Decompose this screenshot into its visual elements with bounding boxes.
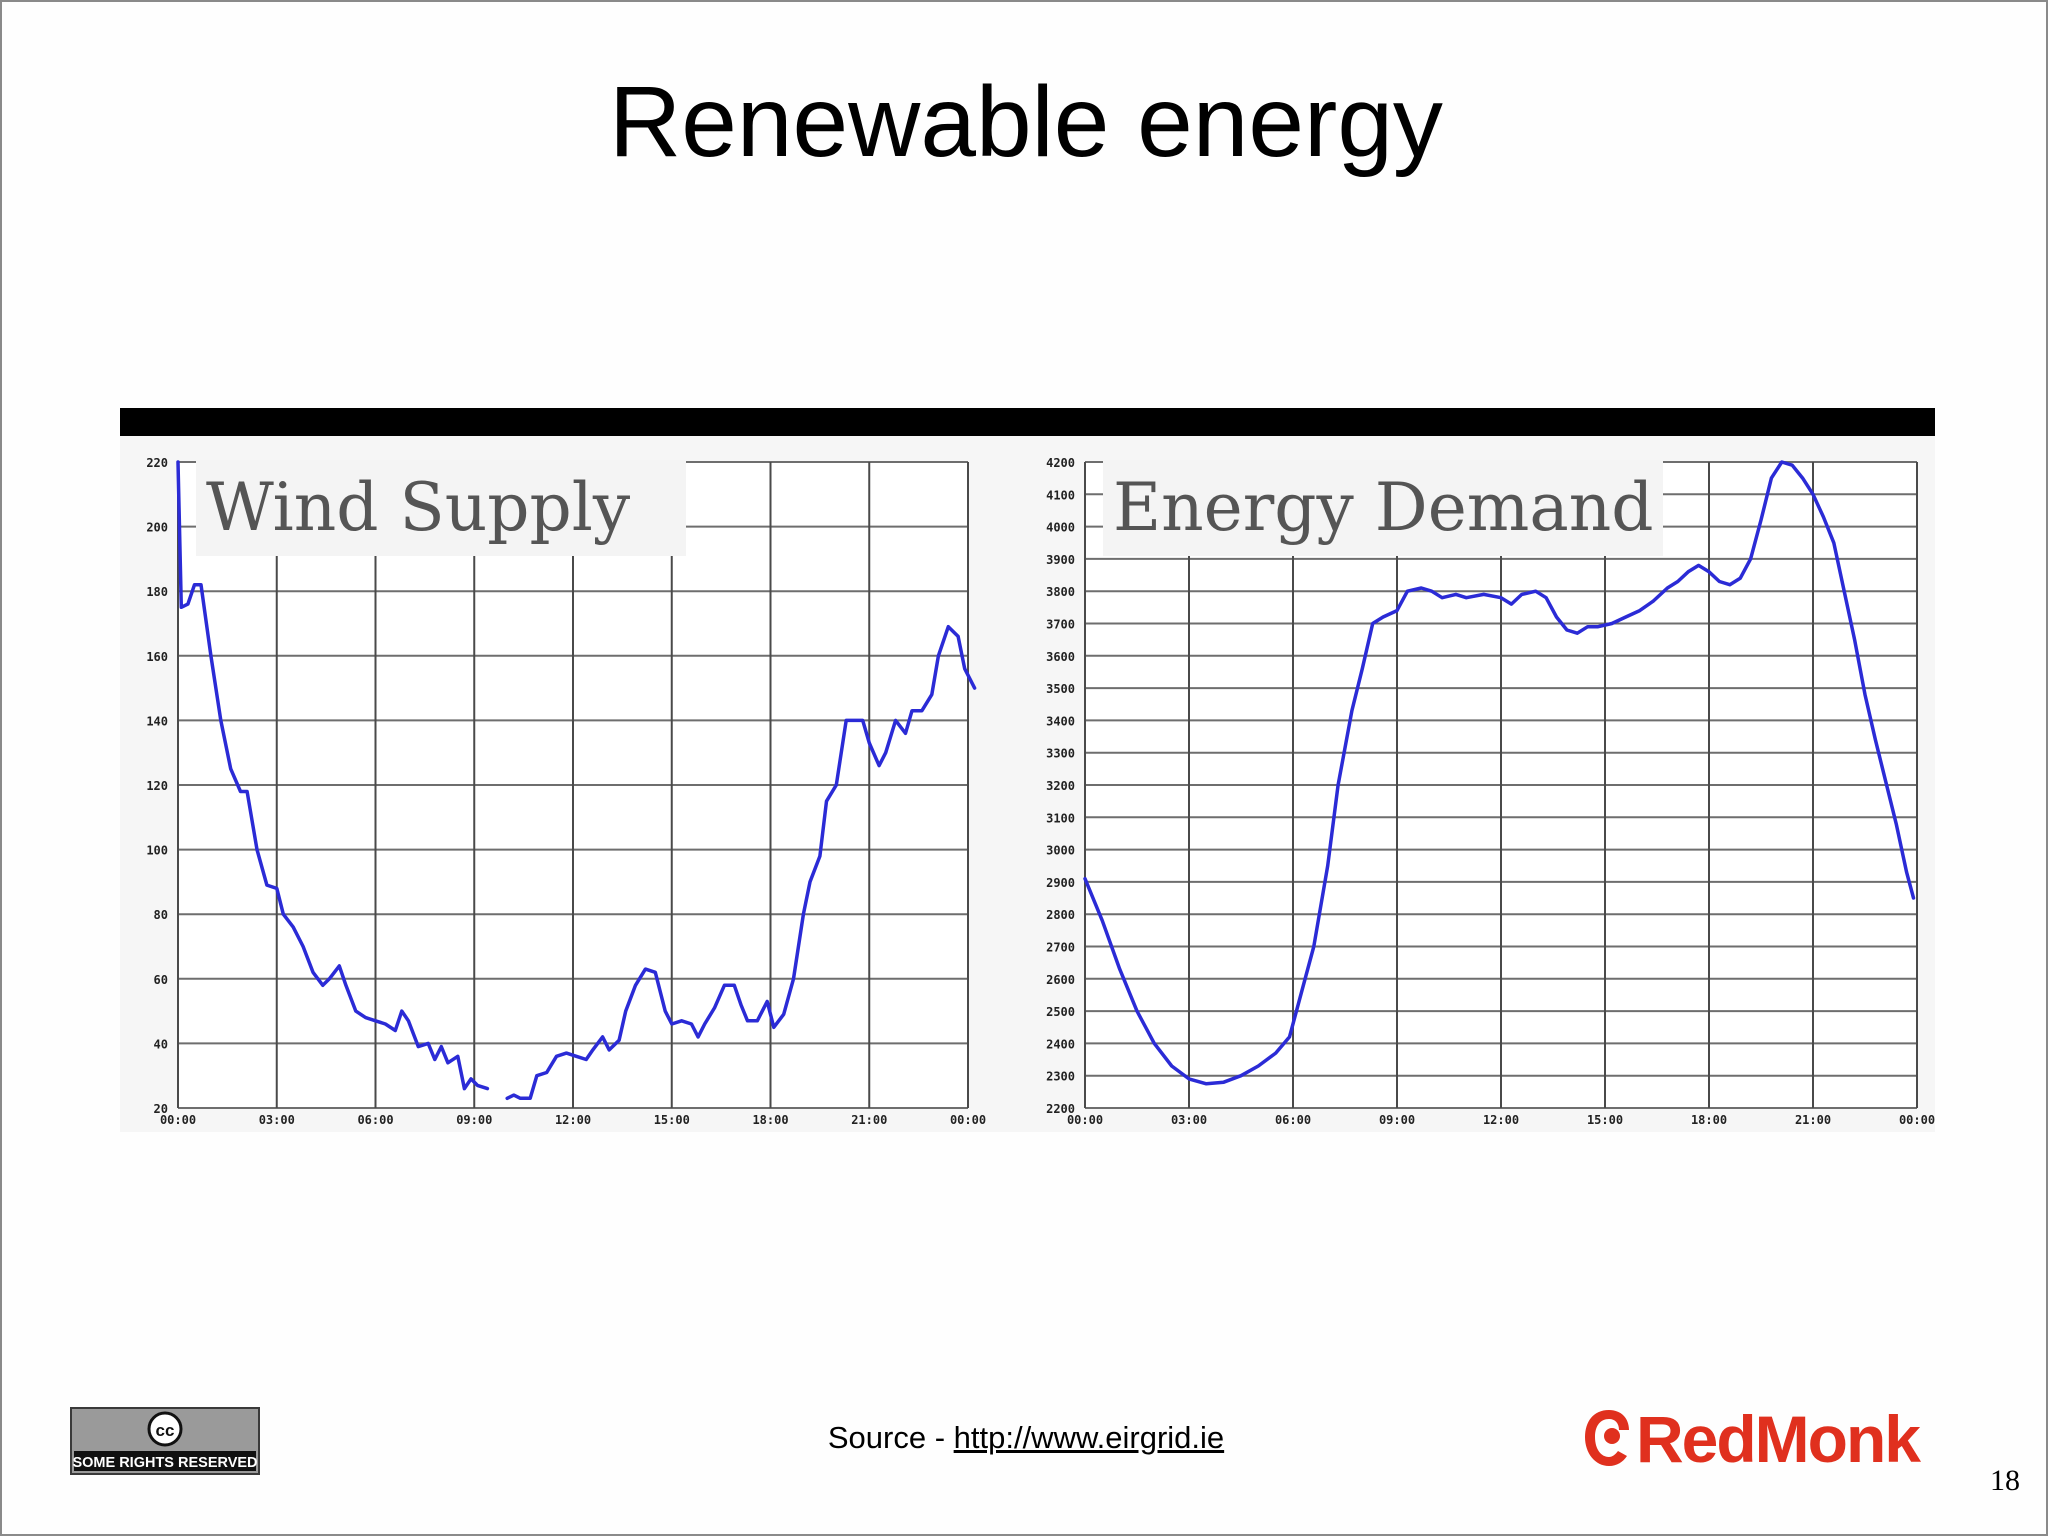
- chart2-y-tick-label: 2800: [1046, 908, 1075, 922]
- charts-image: 20 40 60 80 100 120 140 160 180 200 220 00:00 03:00 0…: [120, 408, 1935, 1132]
- chart1-x-tick-label: 00:00: [950, 1113, 986, 1127]
- chart2-y-tick-label: 4200: [1046, 456, 1075, 470]
- chart1-y-tick-label: 180: [146, 585, 168, 599]
- chart2-y-tick-label: 4100: [1046, 488, 1075, 502]
- chart2-y-tick-label: 4000: [1046, 521, 1075, 535]
- chart1-y-tick-label: 60: [154, 973, 168, 987]
- chart1-y-tick-label: 100: [146, 844, 168, 858]
- chart1-series-line: [176, 460, 490, 1091]
- chart2-y-tick-label: 3800: [1046, 585, 1075, 599]
- charts-panel: 20 40 60 80 100 120 140 160 180 200 220 00:00 03:00 0…: [120, 408, 1935, 1132]
- redmonk-wordmark: RedMonk: [1636, 1402, 1921, 1476]
- license-text: SOME RIGHTS RESERVED: [72, 1455, 257, 1471]
- chart1-x-tick-label: 06:00: [357, 1113, 393, 1127]
- chart2-y-tick-label: 2700: [1046, 941, 1075, 955]
- source-label: Source -: [827, 1420, 954, 1455]
- chart2-y-tick-label: 3600: [1046, 650, 1075, 664]
- chart2-series-line: [1083, 460, 1916, 1086]
- chart2-x-tick-label: 09:00: [1379, 1113, 1415, 1127]
- svg-text:cc: cc: [156, 1421, 175, 1440]
- image-header-bar: [120, 408, 1935, 436]
- chart2-y-tick-label: 2200: [1046, 1102, 1075, 1116]
- chart1-y-tick-label: 80: [154, 908, 168, 922]
- slide-title: Renewable energy: [609, 66, 1443, 178]
- chart1-y-tick-label: 220: [146, 456, 168, 470]
- chart1-x-tick-label: 09:00: [456, 1113, 492, 1127]
- chart1-x-tick-label: 18:00: [752, 1113, 788, 1127]
- chart1-title: Wind Supply: [206, 469, 631, 546]
- chart1-x-tick-label: 03:00: [259, 1113, 295, 1127]
- page-number: 18: [1990, 1464, 2020, 1497]
- chart2-y-tick-label: 2400: [1046, 1037, 1075, 1051]
- chart2-y-tick-label: 3100: [1046, 811, 1075, 825]
- chart2-y-tick-label: 2300: [1046, 1070, 1075, 1084]
- source-link[interactable]: http://www.eirgrid.ie: [953, 1420, 1225, 1455]
- chart1-x-tick-label: 21:00: [851, 1113, 887, 1127]
- chart2-x-tick-label: 18:00: [1691, 1113, 1727, 1127]
- chart2-y-tick-label: 3900: [1046, 553, 1075, 567]
- chart1-y-tick-label: 140: [146, 714, 168, 728]
- redmonk-logo: RedMonk: [1582, 1400, 1921, 1478]
- chart2-y-tick-label: 3300: [1046, 747, 1075, 761]
- chart2-y-tick-label: 3200: [1046, 779, 1075, 793]
- chart2-x-tick-label: 12:00: [1483, 1113, 1519, 1127]
- redmonk-monk-icon: [1585, 1410, 1629, 1466]
- chart1-x-tick-label: 12:00: [555, 1113, 591, 1127]
- cc-icon: cc: [147, 1411, 183, 1447]
- chart2-y-tick-label: 2600: [1046, 973, 1075, 987]
- chart1-y-tick-label: 200: [146, 521, 168, 535]
- chart1-y-tick-label: 160: [146, 650, 168, 664]
- chart1-y-tick-label: 40: [154, 1037, 168, 1051]
- chart1-x-tick-label: 15:00: [654, 1113, 690, 1127]
- chart2-y-tick-label: 3000: [1046, 844, 1075, 858]
- cc-license-badge[interactable]: cc SOME RIGHTS RESERVED: [70, 1407, 260, 1475]
- chart2-y-tick-label: 3700: [1046, 618, 1075, 632]
- chart2-y-tick-label: 2500: [1046, 1005, 1075, 1019]
- chart2-title-box: [1103, 460, 1663, 556]
- chart2-x-tick-label: 03:00: [1171, 1113, 1207, 1127]
- chart2-y-tick-label: 3500: [1046, 682, 1075, 696]
- chart2-x-tick-label: 21:00: [1795, 1113, 1831, 1127]
- chart2-x-tick-label: 15:00: [1587, 1113, 1623, 1127]
- chart1-y-tick-label: 120: [146, 779, 168, 793]
- chart2-x-tick-label: 00:00: [1067, 1113, 1103, 1127]
- chart1-y-tick-label: 20: [154, 1102, 168, 1116]
- chart2-x-tick-label: 06:00: [1275, 1113, 1311, 1127]
- chart1-x-tick-label: 00:00: [160, 1113, 196, 1127]
- chart1-series-line: [505, 624, 977, 1101]
- source-credit: Source - http://www.eirgrid.ie: [2, 1420, 2048, 1456]
- chart2-y-tick-label: 3400: [1046, 714, 1075, 728]
- chart2-title: Energy Demand: [1113, 469, 1653, 546]
- chart2-y-tick-label: 2900: [1046, 876, 1075, 890]
- chart2-x-tick-label: 00:00: [1899, 1113, 1935, 1127]
- chart1-title-box: [196, 460, 686, 556]
